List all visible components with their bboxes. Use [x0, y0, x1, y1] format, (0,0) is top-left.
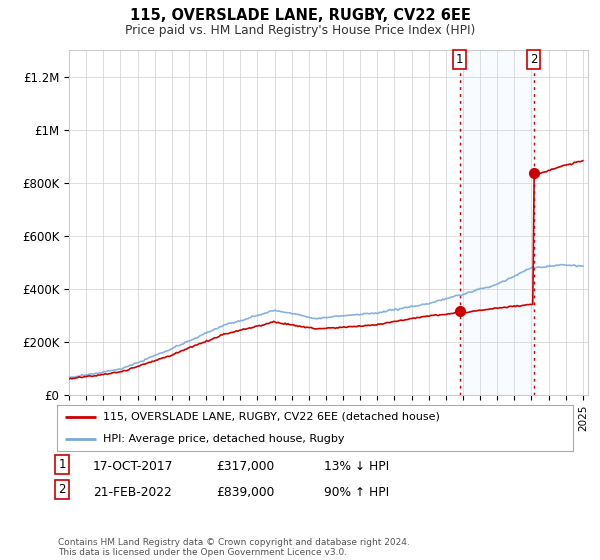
Text: 2: 2 [530, 53, 537, 66]
Text: 17-OCT-2017: 17-OCT-2017 [93, 460, 173, 473]
Text: Price paid vs. HM Land Registry's House Price Index (HPI): Price paid vs. HM Land Registry's House … [125, 24, 475, 36]
Text: £317,000: £317,000 [216, 460, 274, 473]
Text: 1: 1 [58, 458, 66, 471]
Text: 90% ↑ HPI: 90% ↑ HPI [324, 486, 389, 498]
Text: 21-FEB-2022: 21-FEB-2022 [93, 486, 172, 498]
Text: £839,000: £839,000 [216, 486, 274, 498]
Text: 2: 2 [58, 483, 66, 496]
Text: 13% ↓ HPI: 13% ↓ HPI [324, 460, 389, 473]
Text: 1: 1 [456, 53, 463, 66]
Text: 115, OVERSLADE LANE, RUGBY, CV22 6EE: 115, OVERSLADE LANE, RUGBY, CV22 6EE [130, 8, 470, 24]
Text: HPI: Average price, detached house, Rugby: HPI: Average price, detached house, Rugb… [103, 434, 345, 444]
Text: Contains HM Land Registry data © Crown copyright and database right 2024.
This d: Contains HM Land Registry data © Crown c… [58, 538, 410, 557]
Bar [460, 50, 533, 395]
Text: 115, OVERSLADE LANE, RUGBY, CV22 6EE (detached house): 115, OVERSLADE LANE, RUGBY, CV22 6EE (de… [103, 412, 440, 422]
